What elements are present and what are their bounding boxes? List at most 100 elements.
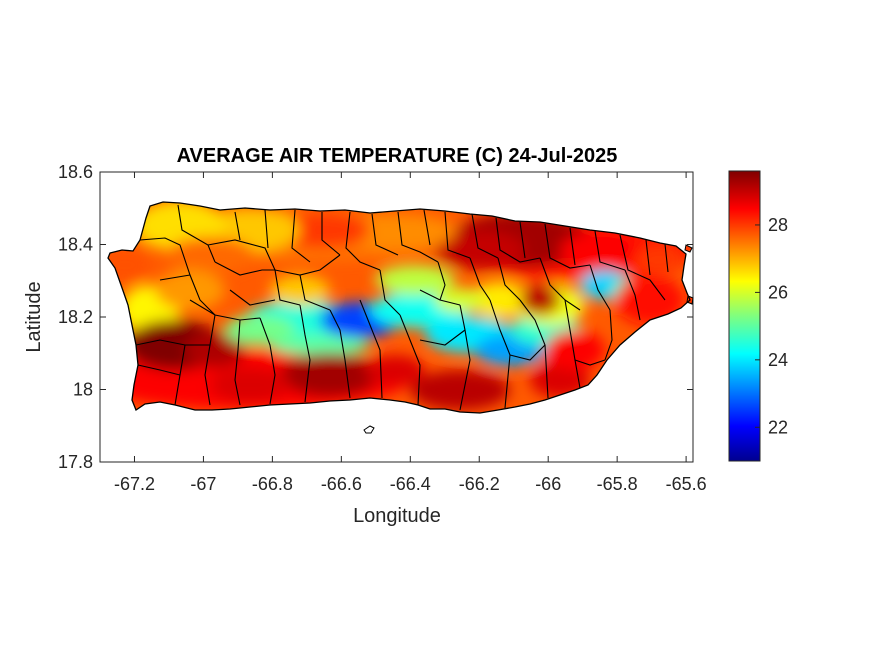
temperature-blob bbox=[270, 335, 370, 355]
x-tick-label: -65.6 bbox=[666, 474, 707, 494]
municipality-boundary bbox=[139, 237, 216, 316]
municipality-boundary bbox=[259, 317, 276, 405]
municipality-boundary bbox=[264, 209, 269, 249]
municipality-boundary bbox=[359, 299, 383, 399]
municipality-boundary bbox=[299, 304, 311, 403]
municipality-boundary bbox=[604, 309, 613, 361]
municipality-boundaries bbox=[135, 204, 669, 411]
municipality-boundary bbox=[399, 314, 421, 406]
municipality-boundary bbox=[645, 239, 651, 276]
municipality-boundary bbox=[345, 211, 381, 271]
colorbar-tick-label: 24 bbox=[768, 350, 788, 370]
municipality-boundary bbox=[137, 364, 181, 376]
municipality-boundary bbox=[329, 309, 351, 399]
municipality-boundary bbox=[624, 269, 641, 321]
municipality-boundary bbox=[291, 209, 311, 263]
municipality-boundary bbox=[135, 339, 210, 346]
municipality-boundary bbox=[569, 227, 576, 266]
coastline bbox=[107, 201, 691, 414]
y-tick-label: 18.2 bbox=[58, 307, 93, 327]
municipality-boundary bbox=[539, 257, 581, 311]
municipality-boundary bbox=[497, 257, 521, 301]
temperature-blob bbox=[165, 237, 255, 273]
x-tick-label: -66.6 bbox=[321, 474, 362, 494]
temperature-blob bbox=[530, 362, 590, 398]
temperature-blob bbox=[365, 355, 425, 385]
municipality-boundary bbox=[234, 211, 241, 241]
x-tick-label: -67 bbox=[190, 474, 216, 494]
municipality-boundary bbox=[459, 304, 471, 411]
municipality-boundary bbox=[419, 329, 466, 346]
colorbar-gradient bbox=[728, 170, 761, 462]
temperature-blob bbox=[210, 367, 290, 403]
municipality-boundary bbox=[519, 221, 526, 259]
municipality-boundary bbox=[274, 269, 301, 306]
municipality-boundary bbox=[397, 211, 439, 263]
municipality-boundary bbox=[234, 319, 241, 406]
municipality-boundary bbox=[564, 299, 581, 389]
municipality-boundary bbox=[423, 209, 431, 246]
temperature-blob bbox=[635, 245, 685, 275]
y-tick-label: 17.8 bbox=[58, 452, 93, 472]
temperature-blob bbox=[270, 275, 330, 305]
municipality-boundary bbox=[469, 257, 491, 301]
temperature-blob bbox=[410, 370, 510, 410]
municipality-boundary bbox=[299, 274, 331, 311]
x-tick-label: -66.4 bbox=[390, 474, 431, 494]
islet-caja-de-muertos bbox=[363, 425, 375, 434]
municipality-boundary bbox=[379, 269, 401, 316]
municipality-boundary bbox=[544, 223, 591, 269]
temperature-blob bbox=[280, 353, 380, 397]
x-tick-label: -66.8 bbox=[252, 474, 293, 494]
y-tick-label: 18 bbox=[73, 380, 93, 400]
y-axis-label: Latitude bbox=[23, 281, 45, 352]
chart-title: AVERAGE AIR TEMPERATURE (C) 24-Jul-2025 bbox=[177, 145, 618, 167]
temperature-blob bbox=[435, 230, 525, 270]
y-tick-label: 18.6 bbox=[58, 162, 93, 182]
temperature-blob bbox=[545, 330, 605, 370]
municipality-boundary bbox=[489, 299, 511, 409]
y-tick-label: 18.4 bbox=[58, 235, 93, 255]
colorbar: 22 24 26 28 bbox=[728, 170, 788, 462]
colorbar-ticks: 22 24 26 28 bbox=[755, 215, 788, 437]
municipality-boundary bbox=[437, 261, 446, 301]
municipality-boundary bbox=[189, 299, 261, 321]
plot-area: -67.2 -67 -66.8 -66.6 -66.4 -66.2 -66 -65.8 -65.… bbox=[58, 162, 707, 494]
municipality-boundary bbox=[664, 243, 669, 273]
temperature-blob bbox=[520, 285, 560, 315]
municipality-boundary bbox=[207, 239, 276, 271]
municipality-boundary bbox=[495, 217, 541, 263]
x-axis-ticks: -67.2 -67 -66.8 -66.6 -66.4 -66.2 -66 -65.8 -65.… bbox=[114, 172, 707, 494]
colorbar-tick-label: 22 bbox=[768, 417, 788, 437]
municipality-boundary bbox=[177, 204, 216, 263]
colorbar-tick-label: 28 bbox=[768, 215, 788, 235]
temperature-blob bbox=[375, 265, 455, 295]
y-axis-ticks: 17.8 18 18.2 18.4 18.6 bbox=[58, 162, 693, 472]
islet-northeast bbox=[684, 244, 693, 253]
municipality-boundary bbox=[509, 344, 546, 361]
temperature-blob bbox=[435, 288, 485, 312]
municipality-boundary bbox=[589, 264, 611, 311]
municipality-boundary bbox=[204, 314, 216, 406]
colorbar-tick-label: 26 bbox=[768, 282, 788, 302]
x-tick-label: -66.2 bbox=[459, 474, 500, 494]
x-axis-label: Longitude bbox=[353, 505, 441, 527]
temperature-blob bbox=[225, 315, 295, 345]
temperature-blob bbox=[470, 282, 530, 318]
x-tick-label: -65.8 bbox=[597, 474, 638, 494]
municipality-boundary bbox=[321, 212, 341, 256]
temperature-blob bbox=[560, 232, 640, 268]
x-tick-label: -67.2 bbox=[114, 474, 155, 494]
temperature-blob bbox=[185, 332, 245, 368]
municipality-boundary bbox=[619, 234, 666, 301]
municipality-boundary bbox=[159, 274, 191, 281]
municipality-boundary bbox=[371, 213, 399, 256]
municipality-boundary bbox=[574, 359, 606, 366]
municipality-boundary bbox=[444, 211, 471, 259]
municipality-boundary bbox=[594, 230, 626, 271]
temperature-blob bbox=[155, 270, 225, 310]
x-tick-label: -66 bbox=[535, 474, 561, 494]
municipality-boundary bbox=[519, 299, 549, 399]
municipality-boundary bbox=[229, 289, 276, 306]
